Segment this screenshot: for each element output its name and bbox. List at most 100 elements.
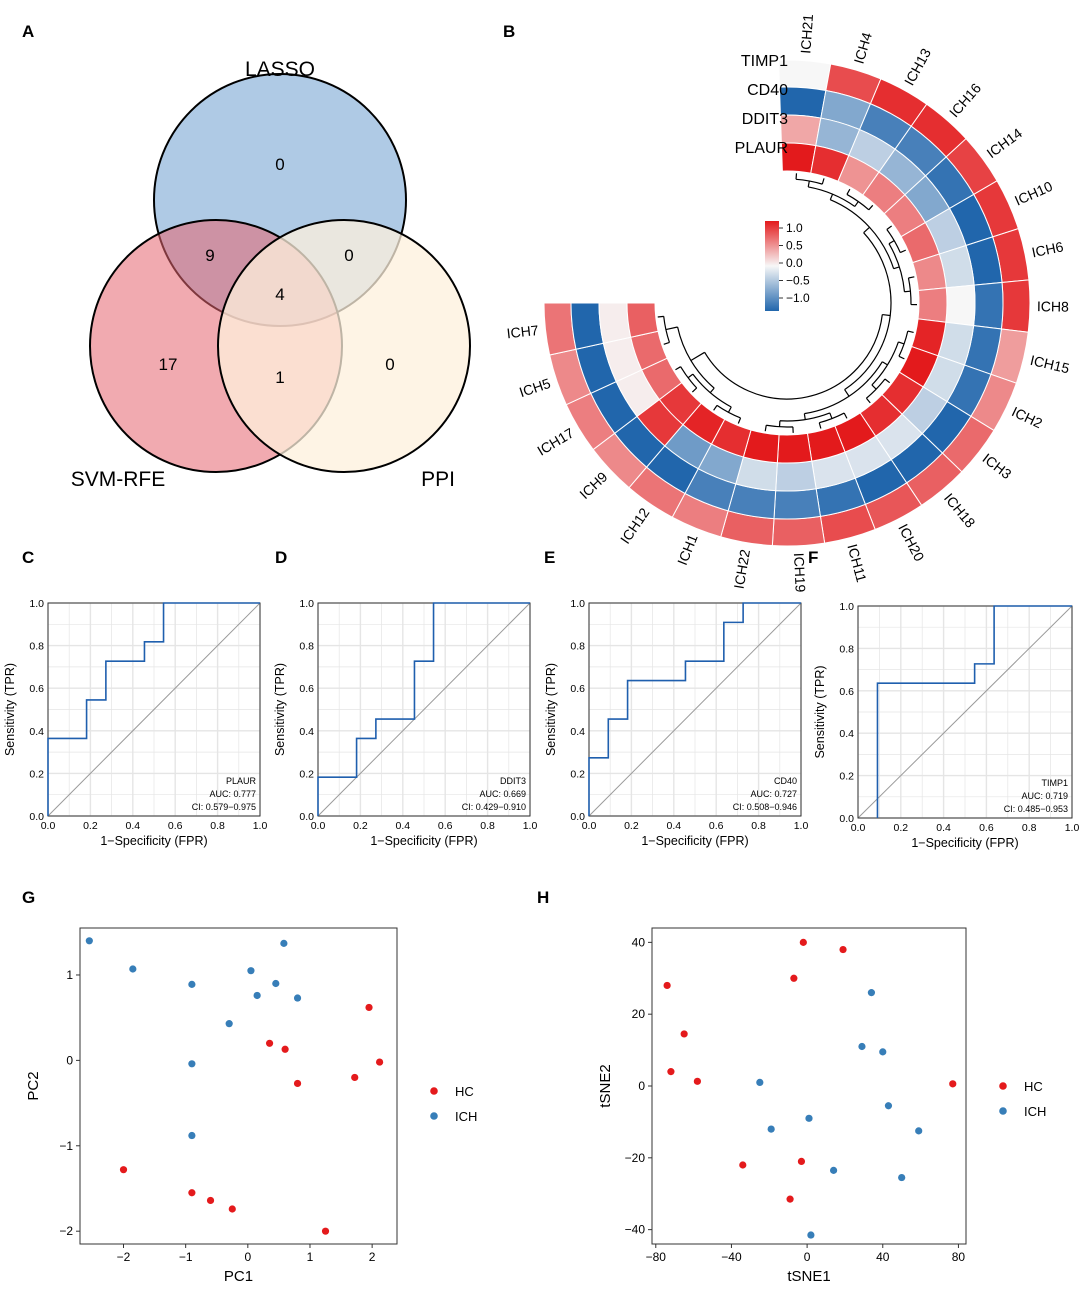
scatter-point bbox=[280, 939, 288, 947]
x-axis-label: 1−Specificity (FPR) bbox=[641, 834, 748, 848]
sample-label: ICH21 bbox=[797, 13, 816, 54]
sample-label: ICH2 bbox=[1009, 403, 1045, 431]
venn-count-svm-ppi: 1 bbox=[275, 368, 284, 387]
x-tick-label: 1.0 bbox=[523, 820, 538, 832]
scatter-point bbox=[188, 1189, 196, 1197]
scatter-point bbox=[805, 1114, 813, 1122]
x-tick-label: 0.6 bbox=[979, 822, 994, 834]
venn-count-lasso-only: 0 bbox=[275, 155, 284, 174]
heatmap-cell bbox=[771, 515, 826, 547]
x-axis-label: 1−Specificity (FPR) bbox=[100, 834, 207, 848]
scatter-point bbox=[365, 1003, 373, 1012]
dendrogram-branch bbox=[818, 412, 848, 429]
scatter-point bbox=[188, 980, 196, 988]
scatter-point bbox=[680, 1030, 688, 1038]
roc-ci: CI: 0.429−0.910 bbox=[462, 802, 526, 812]
scatter-point bbox=[119, 1166, 128, 1174]
scatter-point bbox=[188, 1131, 196, 1140]
heatmap-cell bbox=[626, 302, 659, 338]
x-tick-label: 1.0 bbox=[794, 820, 809, 832]
x-tick-label: 0.0 bbox=[311, 820, 326, 832]
venn-count-ppi-only: 0 bbox=[385, 355, 394, 374]
colorbar-tick-label: −0.5 bbox=[786, 274, 810, 288]
x-tick-label: 0.2 bbox=[353, 820, 368, 832]
dendrogram-branch bbox=[687, 373, 732, 413]
scatter-point bbox=[767, 1125, 775, 1133]
heatmap-cell bbox=[917, 287, 948, 323]
scatter-point bbox=[739, 1161, 747, 1169]
x-tick-label: 0.6 bbox=[168, 820, 183, 832]
scatter-point bbox=[898, 1173, 906, 1182]
panel-letter-c: C bbox=[22, 548, 34, 567]
y-tick-label: 1.0 bbox=[299, 598, 314, 610]
scatter-point bbox=[693, 1077, 701, 1085]
x-tick-label: 80 bbox=[952, 1250, 966, 1264]
y-tick-label: 0.8 bbox=[839, 643, 854, 655]
x-tick-label: 0.2 bbox=[893, 822, 908, 834]
y-tick-label: 0.0 bbox=[29, 811, 44, 823]
scatter-point bbox=[799, 938, 807, 946]
scatter-point bbox=[85, 937, 93, 945]
heatmap-cell bbox=[1000, 279, 1031, 333]
dendrogram-branch bbox=[675, 366, 698, 393]
scatter-point bbox=[839, 945, 847, 954]
sample-label: ICH10 bbox=[1012, 178, 1055, 209]
scatter-point bbox=[293, 1079, 302, 1088]
y-tick-label: 0.2 bbox=[570, 768, 585, 780]
roc-gene-name: CD40 bbox=[774, 776, 797, 786]
venn-circle-ppi bbox=[217, 219, 471, 473]
y-axis-label: tSNE2 bbox=[597, 1064, 614, 1107]
dendrogram-branch bbox=[764, 424, 794, 433]
scatter-point bbox=[129, 965, 137, 973]
dendrogram-branch bbox=[846, 188, 874, 211]
dendrogram bbox=[657, 173, 917, 433]
sample-label: ICH1 bbox=[674, 532, 701, 568]
y-tick-label: 0.4 bbox=[299, 726, 314, 738]
roc-ci: CI: 0.508−0.946 bbox=[733, 802, 797, 812]
sample-label: ICH14 bbox=[984, 125, 1026, 162]
y-axis-label: Sensitivity (TPR) bbox=[3, 663, 17, 756]
sample-label: ICH8 bbox=[1037, 298, 1069, 314]
roc-diagonal bbox=[588, 602, 802, 817]
y-tick-label: 0.4 bbox=[839, 728, 854, 740]
heatmap-cell bbox=[945, 284, 976, 327]
x-tick-label: 0.4 bbox=[395, 820, 410, 832]
x-tick-label: 0.8 bbox=[1022, 822, 1037, 834]
x-tick-label: 0.4 bbox=[666, 820, 681, 832]
panel-letter-f: F bbox=[808, 548, 818, 567]
sample-label: ICH17 bbox=[534, 424, 576, 458]
x-tick-label: 0.0 bbox=[582, 820, 597, 832]
scatter-point bbox=[351, 1073, 359, 1082]
colorbar-tick-label: 0.0 bbox=[786, 256, 803, 270]
scatter-point bbox=[253, 991, 261, 1000]
sample-label: ICH12 bbox=[617, 505, 653, 547]
roc-curve bbox=[588, 602, 801, 816]
pca-scatter: −2 −1 0 1 2 −2 −1 0 1 PC1 PC2 HC ICH bbox=[25, 927, 477, 1285]
roc-curve bbox=[317, 602, 530, 816]
roc-curve bbox=[876, 605, 1072, 818]
dendrogram-branch bbox=[713, 404, 742, 424]
scatter-point bbox=[281, 1045, 289, 1053]
roc-gene-name: DDIT3 bbox=[500, 776, 526, 786]
roc-frame bbox=[317, 602, 531, 817]
roc-panel-cd40: 0.00.0 0.2 0.2 0.4 0.4 0.6 0.6 0.8 0.8 1.0 1.0 1−Sp… bbox=[544, 598, 808, 848]
heatmap-cell bbox=[776, 432, 813, 464]
venn-label-lasso: LASSO bbox=[245, 58, 315, 81]
roc-gene-name: PLAUR bbox=[226, 776, 257, 786]
y-tick-label: 0.6 bbox=[299, 683, 314, 695]
scatter-point bbox=[293, 994, 302, 1002]
venn-count-svm-only: 17 bbox=[159, 355, 178, 374]
heatmap-cell bbox=[598, 302, 632, 344]
venn-count-all: 4 bbox=[275, 285, 284, 304]
x-tick-label: 0.8 bbox=[480, 820, 495, 832]
roc-gene-name: TIMP1 bbox=[1041, 778, 1068, 788]
y-tick-label: −2 bbox=[59, 1224, 73, 1238]
y-tick-label: 0.8 bbox=[299, 641, 314, 653]
roc-diagonal bbox=[317, 602, 531, 817]
x-tick-label: 1.0 bbox=[253, 820, 268, 832]
x-tick-label: 0.2 bbox=[624, 820, 639, 832]
x-tick-label: −2 bbox=[117, 1250, 131, 1264]
sample-label: ICH15 bbox=[1029, 352, 1071, 377]
